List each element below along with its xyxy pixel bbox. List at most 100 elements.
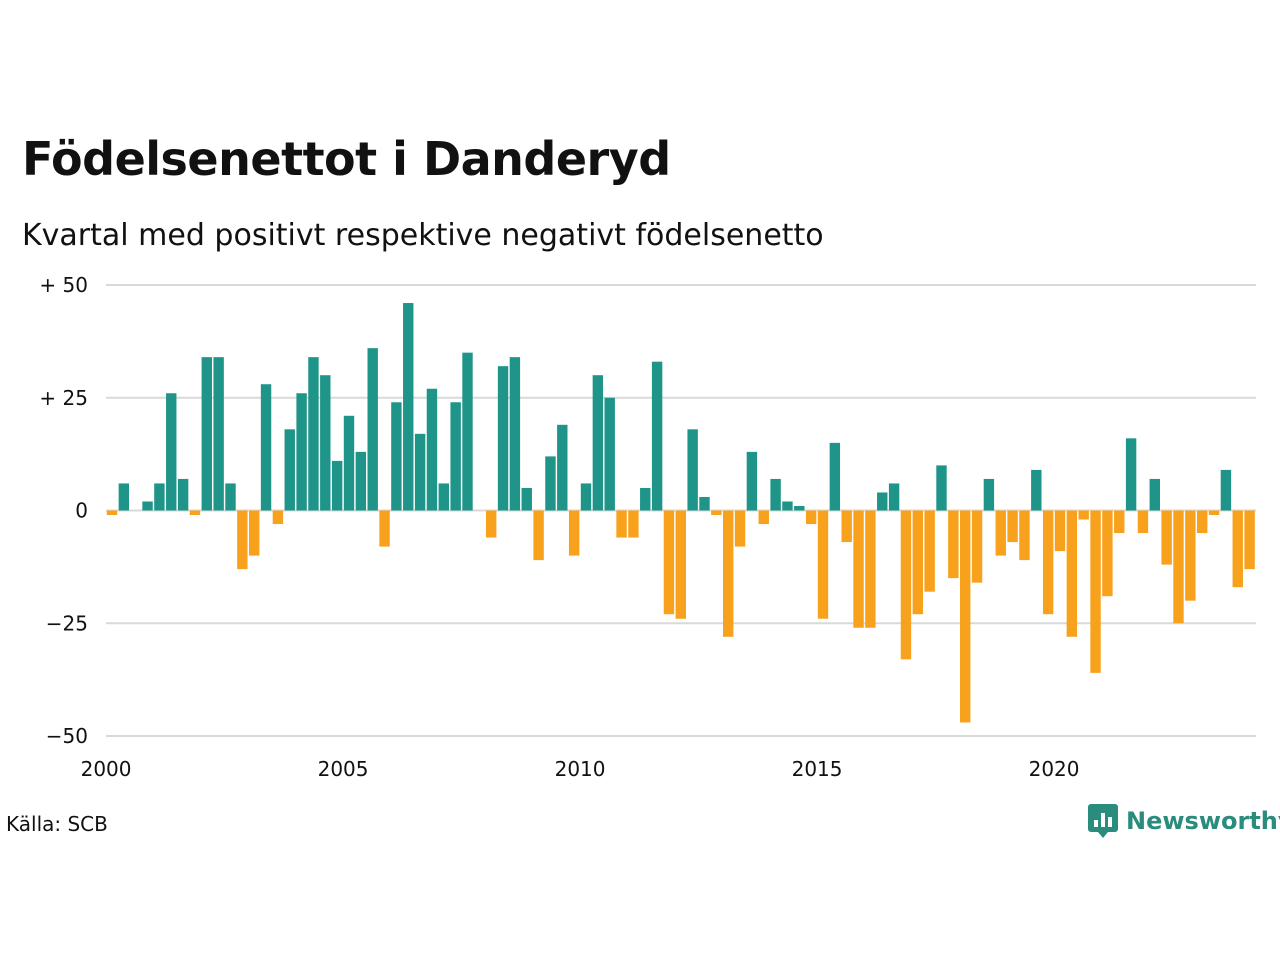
bar — [391, 402, 402, 511]
bar — [284, 429, 295, 511]
bar — [960, 510, 971, 723]
bar — [888, 483, 900, 511]
bar — [900, 510, 912, 660]
bar — [687, 429, 698, 511]
bar — [308, 357, 319, 511]
y-tick-label: −25 — [46, 611, 88, 635]
bar — [746, 451, 758, 511]
bar — [1149, 478, 1160, 511]
bar — [1031, 469, 1042, 511]
chart-subtitle: Kvartal med positivt respektive negativt… — [22, 218, 824, 253]
bar — [616, 510, 627, 538]
x-tick-label: 2010 — [555, 757, 606, 781]
bars — [106, 303, 1255, 723]
bar — [355, 451, 367, 511]
x-tick-label: 2000 — [81, 757, 132, 781]
bar — [734, 510, 746, 547]
bar — [367, 348, 378, 511]
bar — [1007, 510, 1018, 543]
newsworthy-logo-icon — [1088, 804, 1118, 838]
bar — [663, 510, 675, 615]
bar — [166, 393, 177, 511]
bar — [426, 388, 438, 511]
bar — [450, 402, 461, 511]
bar — [225, 483, 236, 511]
bar — [142, 501, 153, 511]
bar — [189, 510, 201, 516]
bar — [711, 510, 722, 516]
x-tick-label: 2005 — [318, 757, 369, 781]
bar — [604, 397, 615, 511]
bar — [758, 510, 769, 525]
bar — [1042, 510, 1054, 615]
source-note: Källa: SCB — [6, 812, 108, 836]
bar — [497, 366, 509, 511]
bar — [628, 510, 639, 538]
bar — [853, 510, 864, 628]
bar — [1137, 510, 1149, 534]
bar — [486, 510, 497, 538]
bar — [509, 357, 521, 511]
bar — [1244, 510, 1255, 570]
bar — [865, 510, 876, 628]
bar — [580, 483, 592, 511]
bar — [651, 361, 663, 511]
bar — [1197, 510, 1208, 534]
bar — [545, 456, 556, 511]
bar — [1078, 510, 1089, 520]
bar — [817, 510, 829, 619]
bar — [1125, 438, 1137, 511]
chart-title: Födelsenettot i Danderyd — [22, 132, 671, 186]
bar — [557, 424, 568, 511]
bar — [841, 510, 852, 543]
bar — [237, 510, 248, 570]
y-tick-label: −50 — [46, 724, 88, 748]
bar-chart: + 50 + 25 0 −25 −50 2000 2005 2010 2015 2020 — [39, 273, 1256, 781]
bar — [983, 478, 995, 511]
bar — [1208, 510, 1220, 516]
bar — [1090, 510, 1101, 673]
bar — [995, 510, 1006, 556]
bar — [343, 415, 355, 511]
y-axis-labels: + 50 + 25 0 −25 −50 — [39, 273, 88, 748]
bar — [320, 375, 331, 511]
bar — [936, 465, 947, 511]
newsworthy-logo-text: Newsworthy — [1126, 807, 1280, 835]
bar — [1114, 510, 1125, 534]
bar — [794, 505, 805, 511]
bar — [403, 303, 414, 511]
bar — [249, 510, 260, 556]
bar — [462, 352, 473, 511]
bar — [829, 442, 841, 511]
bar — [296, 393, 307, 511]
bar — [924, 510, 935, 592]
bar — [723, 510, 734, 637]
bar — [1019, 510, 1030, 561]
y-tick-label: + 25 — [39, 386, 88, 410]
bar — [912, 510, 923, 615]
bar — [272, 510, 284, 525]
bar — [177, 478, 189, 511]
bar — [1066, 510, 1078, 637]
bar — [1173, 510, 1184, 624]
bar — [154, 483, 165, 511]
bar — [782, 501, 793, 511]
bar — [568, 510, 580, 556]
bar — [770, 478, 781, 511]
y-tick-label: + 50 — [39, 273, 88, 297]
x-axis-labels: 2000 2005 2010 2015 2020 — [81, 757, 1080, 781]
x-tick-label: 2020 — [1029, 757, 1080, 781]
bar — [971, 510, 983, 583]
bar — [1102, 510, 1113, 597]
bar — [438, 483, 449, 511]
bar — [805, 510, 817, 525]
bar — [1054, 510, 1066, 552]
bar — [699, 496, 710, 511]
bar — [640, 487, 651, 511]
bar — [533, 510, 544, 561]
bar — [592, 375, 604, 511]
bar — [521, 487, 532, 511]
bar — [379, 510, 390, 547]
bar — [260, 384, 272, 511]
bar — [331, 460, 343, 511]
